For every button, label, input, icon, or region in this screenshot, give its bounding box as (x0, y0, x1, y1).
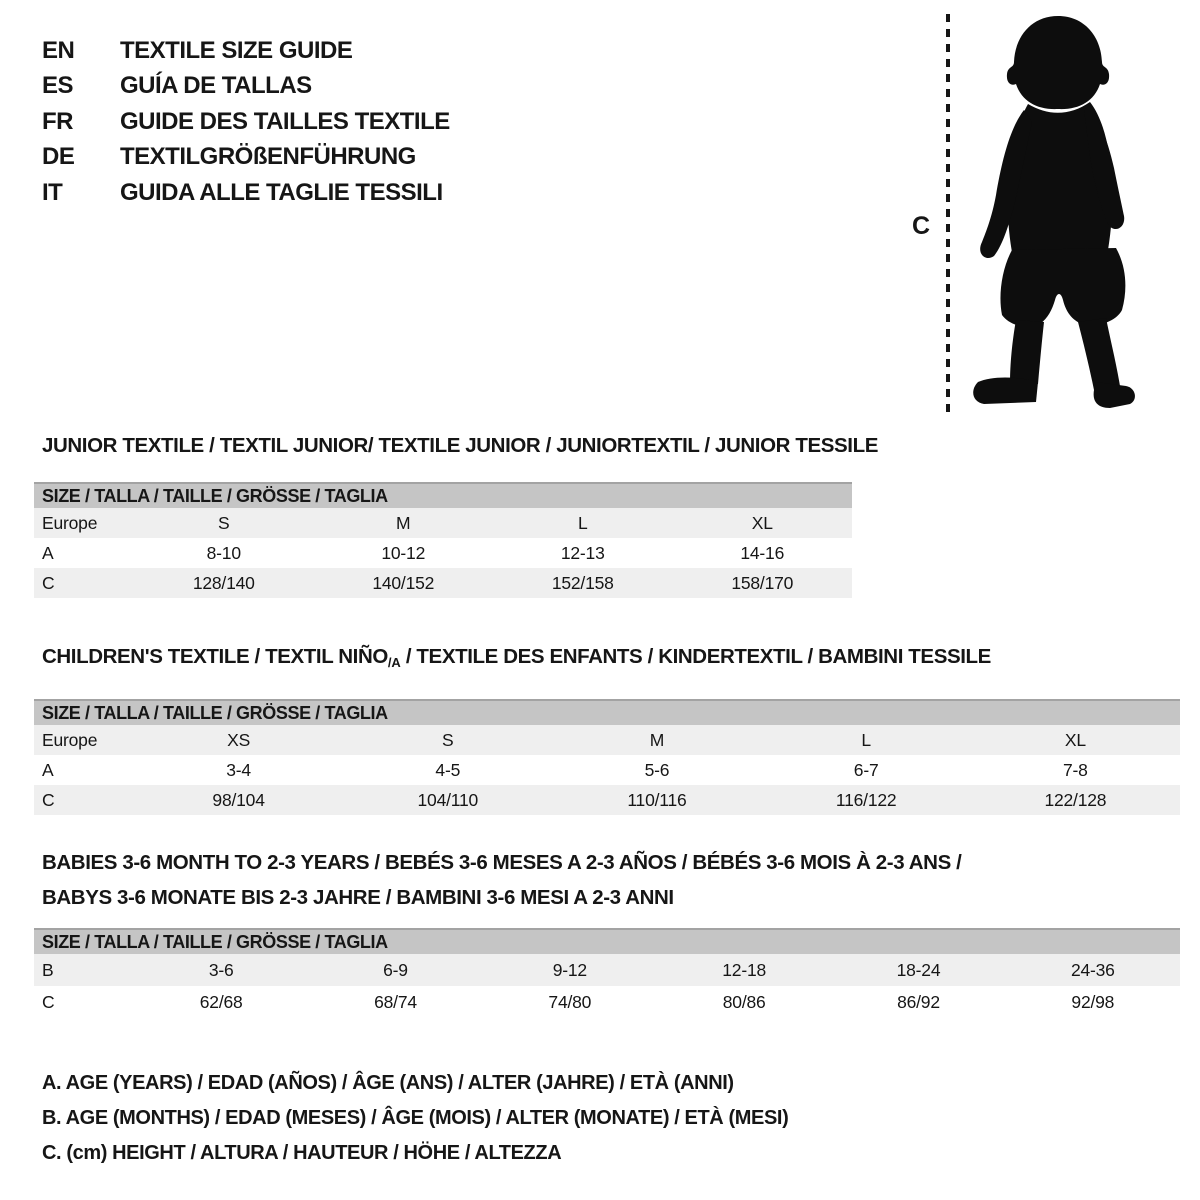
row-label-cell: C (34, 568, 134, 598)
size-value-cell: L (493, 508, 673, 538)
row-label-cell: Europe (34, 508, 134, 538)
language-row: ES GUÍA DE TALLAS (42, 69, 450, 105)
children-heading-subscript: /A (387, 655, 401, 670)
language-title: TEXTILE SIZE GUIDE (120, 36, 353, 64)
table-row: C 128/140 140/152 152/158 158/170 (34, 568, 852, 598)
children-size-table: Europe XS S M L XL A 3-4 4-5 5-6 6-7 7-8 C 98/104 104/… (34, 725, 1180, 815)
language-title: GUIDA ALLE TAGLIE TESSILI (120, 178, 443, 206)
row-label-cell: C (34, 785, 134, 815)
children-heading-suffix: / TEXTILE DES ENFANTS / KINDERTEXTIL / B… (400, 645, 992, 668)
size-value-cell: 5-6 (644, 759, 670, 780)
row-label-cell: A (42, 759, 54, 780)
size-value-cell: 110/116 (552, 785, 762, 815)
size-value-cell: 140/152 (313, 568, 493, 598)
size-value-cell: 8-10 (206, 542, 241, 563)
size-value-cell: 10-12 (381, 542, 426, 563)
size-value-cell: 116/122 (761, 785, 971, 815)
size-value-cell: S (134, 508, 314, 538)
babies-section-heading-line2: BABYS 3-6 MONATE BIS 2-3 JAHRE / BAMBINI… (42, 886, 674, 909)
language-row: DE TEXTILGRÖßENFÜHRUNG (42, 140, 450, 176)
size-value-cell: 6-7 (853, 759, 879, 780)
size-value-cell: 86/92 (897, 991, 940, 1012)
junior-size-band: SIZE / TALLA / TAILLE / GRÖSSE / TAGLIA (34, 482, 852, 508)
children-size-band: SIZE / TALLA / TAILLE / GRÖSSE / TAGLIA (34, 699, 1180, 725)
size-value-cell: 9-12 (482, 954, 657, 986)
language-title: GUÍA DE TALLAS (120, 72, 312, 100)
size-value-cell: 92/98 (1071, 991, 1115, 1012)
row-label-cell: A (42, 542, 54, 563)
section-babies-textile: BABIES 3-6 MONTH TO 2-3 YEARS / BEBÉS 3-… (34, 845, 1180, 1018)
size-value-cell: 7-8 (1063, 759, 1088, 780)
measurement-legend: A. AGE (YEARS) / EDAD (AÑOS) / ÂGE (ANS)… (42, 1066, 789, 1171)
size-value-cell: L (761, 725, 971, 755)
children-heading-prefix: CHILDREN'S TEXTILE / TEXTIL NIÑO (42, 645, 388, 668)
language-row: IT GUIDA ALLE TAGLIE TESSILI (42, 175, 450, 211)
size-value-cell: 80/86 (722, 991, 766, 1012)
language-title-list: EN TEXTILE SIZE GUIDE ES GUÍA DE TALLAS … (42, 33, 450, 211)
babies-section-heading-line1: BABIES 3-6 MONTH TO 2-3 YEARS / BEBÉS 3-… (42, 851, 962, 874)
babies-size-table: B 3-6 6-9 9-12 12-18 18-24 24-36 C 62/68 68/74 74/… (34, 954, 1180, 1018)
size-value-cell: S (343, 725, 553, 755)
height-dashed-line (946, 14, 950, 412)
legend-line: C. (cm) HEIGHT / ALTURA / HAUTEUR / HÖHE… (42, 1142, 562, 1164)
size-value-cell: XL (672, 508, 852, 538)
babies-size-band: SIZE / TALLA / TAILLE / GRÖSSE / TAGLIA (34, 928, 1180, 954)
legend-line: B. AGE (MONTHS) / EDAD (MESES) / ÂGE (MO… (42, 1107, 789, 1129)
row-label-cell: B (34, 954, 134, 986)
language-code: IT (42, 178, 63, 206)
size-value-cell: 3-4 (226, 759, 251, 780)
size-value-cell: 104/110 (343, 785, 553, 815)
language-code: FR (42, 107, 74, 135)
children-section-heading: CHILDREN'S TEXTILE / TEXTIL NIÑO/A / TEX… (42, 644, 1180, 676)
size-value-cell: 74/80 (548, 991, 592, 1012)
table-row: C 62/68 68/74 74/80 80/86 86/92 92/98 (34, 986, 1180, 1018)
size-value-cell: 158/170 (672, 568, 852, 598)
size-value-cell: XS (134, 725, 344, 755)
table-row: Europe S M L XL (34, 508, 852, 538)
legend-line: A. AGE (YEARS) / EDAD (AÑOS) / ÂGE (ANS)… (42, 1072, 734, 1094)
size-value-cell: 3-6 (134, 954, 309, 986)
size-value-cell: 62/68 (199, 991, 243, 1012)
junior-section-heading: JUNIOR TEXTILE / TEXTIL JUNIOR/ TEXTILE … (42, 434, 878, 457)
size-value-cell: M (313, 508, 493, 538)
junior-size-table: Europe S M L XL A 8-10 10-12 12-13 14-16 C 128/140 1… (34, 508, 852, 598)
size-value-cell: 152/158 (493, 568, 673, 598)
language-code: ES (42, 72, 74, 100)
language-title: GUIDE DES TAILLES TEXTILE (120, 107, 450, 135)
size-value-cell: 18-24 (831, 954, 1006, 986)
section-junior-textile: JUNIOR TEXTILE / TEXTIL JUNIOR/ TEXTILE … (34, 433, 878, 598)
size-value-cell: 6-9 (308, 954, 483, 986)
language-title: TEXTILGRÖßENFÜHRUNG (120, 143, 416, 171)
table-row: Europe XS S M L XL (34, 725, 1180, 755)
size-value-cell: 68/74 (374, 991, 417, 1012)
size-value-cell: M (552, 725, 762, 755)
size-value-cell: 122/128 (970, 785, 1180, 815)
table-row: C 98/104 104/110 110/116 116/122 122/128 (34, 785, 1180, 815)
table-row: A 3-4 4-5 5-6 6-7 7-8 (34, 755, 1180, 785)
size-value-cell: 12-18 (656, 954, 832, 986)
language-row: FR GUIDE DES TAILLES TEXTILE (42, 104, 450, 140)
toddler-silhouette-icon (973, 16, 1135, 408)
table-row: B 3-6 6-9 9-12 12-18 18-24 24-36 (34, 954, 1180, 986)
row-label-cell: C (42, 991, 55, 1012)
size-value-cell: 128/140 (134, 568, 314, 598)
size-value-cell: 4-5 (435, 759, 461, 780)
section-children-textile: CHILDREN'S TEXTILE / TEXTIL NIÑO/A / TEX… (34, 644, 1180, 815)
language-code: EN (42, 36, 75, 64)
size-value-cell: 24-36 (1005, 954, 1180, 986)
row-label-cell: Europe (34, 725, 134, 755)
size-value-cell: 12-13 (560, 542, 605, 563)
language-row: EN TEXTILE SIZE GUIDE (42, 33, 450, 69)
size-value-cell: XL (970, 725, 1180, 755)
size-value-cell: 98/104 (134, 785, 344, 815)
height-label-c: C (912, 212, 931, 240)
table-row: A 8-10 10-12 12-13 14-16 (34, 538, 852, 568)
language-code: DE (42, 143, 75, 171)
size-value-cell: 14-16 (740, 542, 785, 563)
